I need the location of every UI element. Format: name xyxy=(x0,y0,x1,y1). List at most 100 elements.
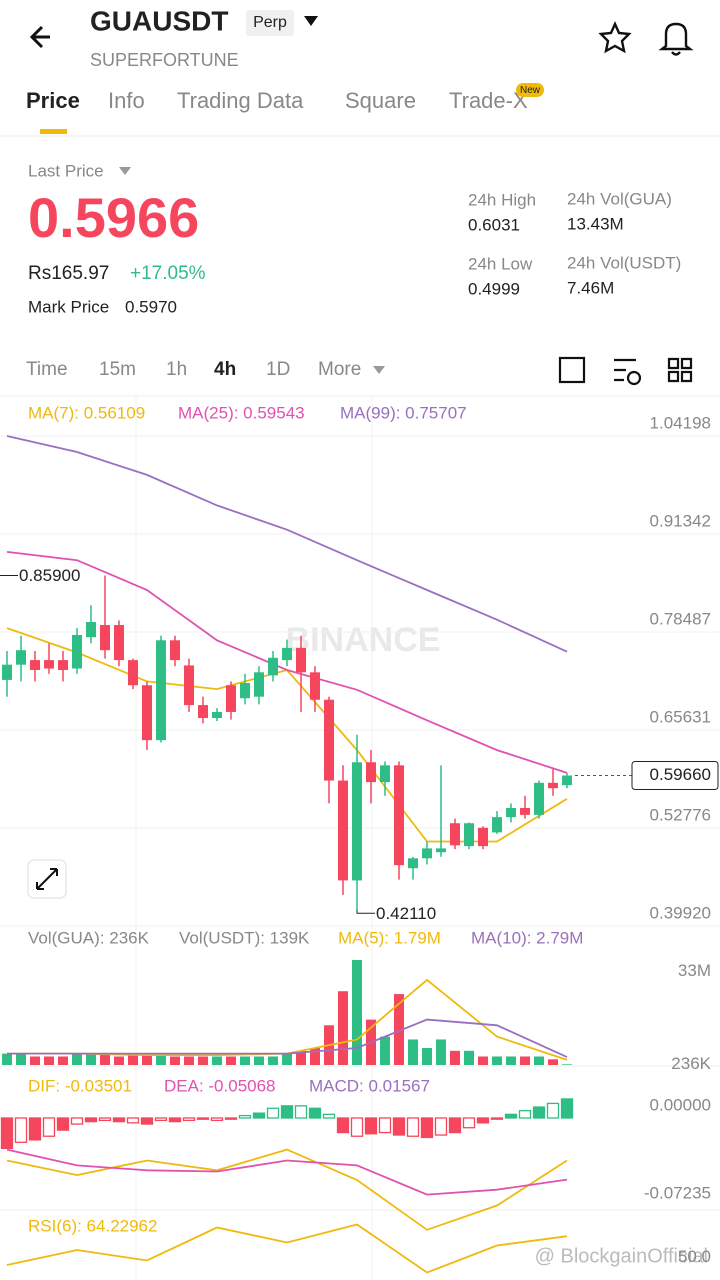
badge-bg xyxy=(246,10,294,36)
volume-bar xyxy=(506,1056,516,1065)
rsi-legend: RSI(6): 64.22962 xyxy=(28,1216,157,1235)
tab[interactable]: Trade-X xyxy=(449,88,528,113)
ma-legend: MA(7): 0.56109 xyxy=(28,403,145,422)
tab[interactable]: Price xyxy=(26,88,80,113)
expand-icon xyxy=(36,868,58,890)
layout-icon[interactable] xyxy=(667,357,693,383)
volume-bar xyxy=(408,1039,418,1065)
macd-bar xyxy=(210,1117,224,1122)
tab-indicator xyxy=(40,129,67,134)
macd-line xyxy=(6,1148,568,1196)
vol-ma-line xyxy=(7,978,568,1061)
volume-bar xyxy=(72,1053,82,1065)
back-button[interactable] xyxy=(29,25,50,49)
dropdown[interactable] xyxy=(373,366,385,374)
candle-body xyxy=(58,660,68,671)
macd-bar xyxy=(462,1117,476,1129)
macd-legend: DIF: -0.03501 xyxy=(28,1076,132,1095)
candle-body xyxy=(142,685,152,741)
interval[interactable]: More xyxy=(318,359,361,380)
fiat-price: Rs165.97 xyxy=(28,263,109,284)
candle-body xyxy=(114,625,124,661)
favorite-icon[interactable] xyxy=(598,21,632,54)
macd-bar xyxy=(126,1117,140,1124)
symbol-dropdown[interactable] xyxy=(304,16,318,26)
candle-body xyxy=(282,647,292,661)
y-tick-label: 33M xyxy=(678,961,711,980)
indicator-icon[interactable] xyxy=(614,358,642,386)
macd-bar xyxy=(70,1117,84,1125)
macd-bar xyxy=(448,1117,462,1134)
interval[interactable]: 1h xyxy=(166,359,187,380)
macd-bar xyxy=(154,1117,168,1122)
candle-body xyxy=(478,827,488,847)
macd-bar xyxy=(336,1117,350,1134)
interval[interactable]: 1D xyxy=(266,359,290,380)
macd-bar xyxy=(196,1117,210,1120)
macd-bar xyxy=(504,1113,518,1119)
low-marker xyxy=(356,909,375,914)
candle-body xyxy=(254,672,264,697)
macd-bar xyxy=(112,1117,126,1123)
macd-bar xyxy=(182,1117,196,1122)
alert-icon[interactable] xyxy=(658,22,694,56)
candle-body xyxy=(324,699,334,781)
volume-bar xyxy=(422,1047,432,1065)
mark-price: 0.5970 xyxy=(125,297,177,316)
tab[interactable]: Info xyxy=(108,88,145,113)
interval[interactable]: Time xyxy=(26,359,68,380)
candle-body xyxy=(86,621,96,638)
volume-bar xyxy=(520,1056,530,1065)
stat-value: 0.6031 xyxy=(468,215,520,234)
tab[interactable]: Square xyxy=(345,88,416,113)
macd-bar xyxy=(140,1117,154,1125)
macd-bar xyxy=(168,1117,182,1123)
interval[interactable]: 15m xyxy=(99,359,136,380)
candle-body xyxy=(156,640,166,741)
vol-ma-line xyxy=(7,1018,568,1058)
volume-bar xyxy=(226,1056,236,1065)
candle-body xyxy=(198,705,208,719)
macd-bar xyxy=(518,1110,532,1119)
last-price-box xyxy=(631,761,719,791)
volume-bar xyxy=(198,1056,208,1065)
y-tick-label: 0.00000 xyxy=(650,1095,711,1114)
volume-bar xyxy=(30,1056,40,1065)
toolbar-icons xyxy=(558,356,693,386)
dropdown[interactable] xyxy=(119,167,131,175)
last-price-label: 0.59660 xyxy=(650,765,711,784)
volume-bar xyxy=(478,1056,488,1065)
macd-bar xyxy=(224,1117,238,1120)
macd-bar xyxy=(546,1102,560,1119)
candle-body xyxy=(30,660,40,671)
candle-body xyxy=(212,711,222,719)
volume-bar xyxy=(2,1053,12,1065)
watermark: BINANCE xyxy=(286,621,441,659)
high-label: 0.85900 xyxy=(19,566,80,585)
volume-bar xyxy=(282,1053,292,1065)
candle-body xyxy=(310,672,320,700)
volume-bar xyxy=(114,1056,124,1065)
tab[interactable]: Trading Data xyxy=(177,88,304,113)
y-tick-label: -0.07235 xyxy=(644,1183,711,1202)
depth-icon[interactable] xyxy=(558,356,586,384)
candle-body xyxy=(366,762,376,783)
volume-bar xyxy=(156,1053,166,1065)
volume-bar xyxy=(310,1047,320,1065)
credit: @ BlockgainOfficial xyxy=(535,1245,708,1267)
vol-legend: MA(5): 1.79M xyxy=(338,928,441,947)
vol-legend: MA(10): 2.79M xyxy=(471,928,583,947)
volume-bar xyxy=(394,994,404,1065)
candle-body xyxy=(268,657,278,676)
candle-body xyxy=(338,780,348,881)
stat-label: 24h Low xyxy=(468,254,533,273)
macd-bar xyxy=(350,1117,364,1137)
stat-label: 24h High xyxy=(468,190,536,209)
volume-bar xyxy=(58,1056,68,1065)
volume-bar xyxy=(534,1056,544,1065)
ma-line xyxy=(6,435,568,653)
volume-bar xyxy=(450,1050,460,1065)
interval[interactable]: 4h xyxy=(214,359,236,380)
candle-body xyxy=(520,807,530,815)
volume-bar xyxy=(338,991,348,1065)
